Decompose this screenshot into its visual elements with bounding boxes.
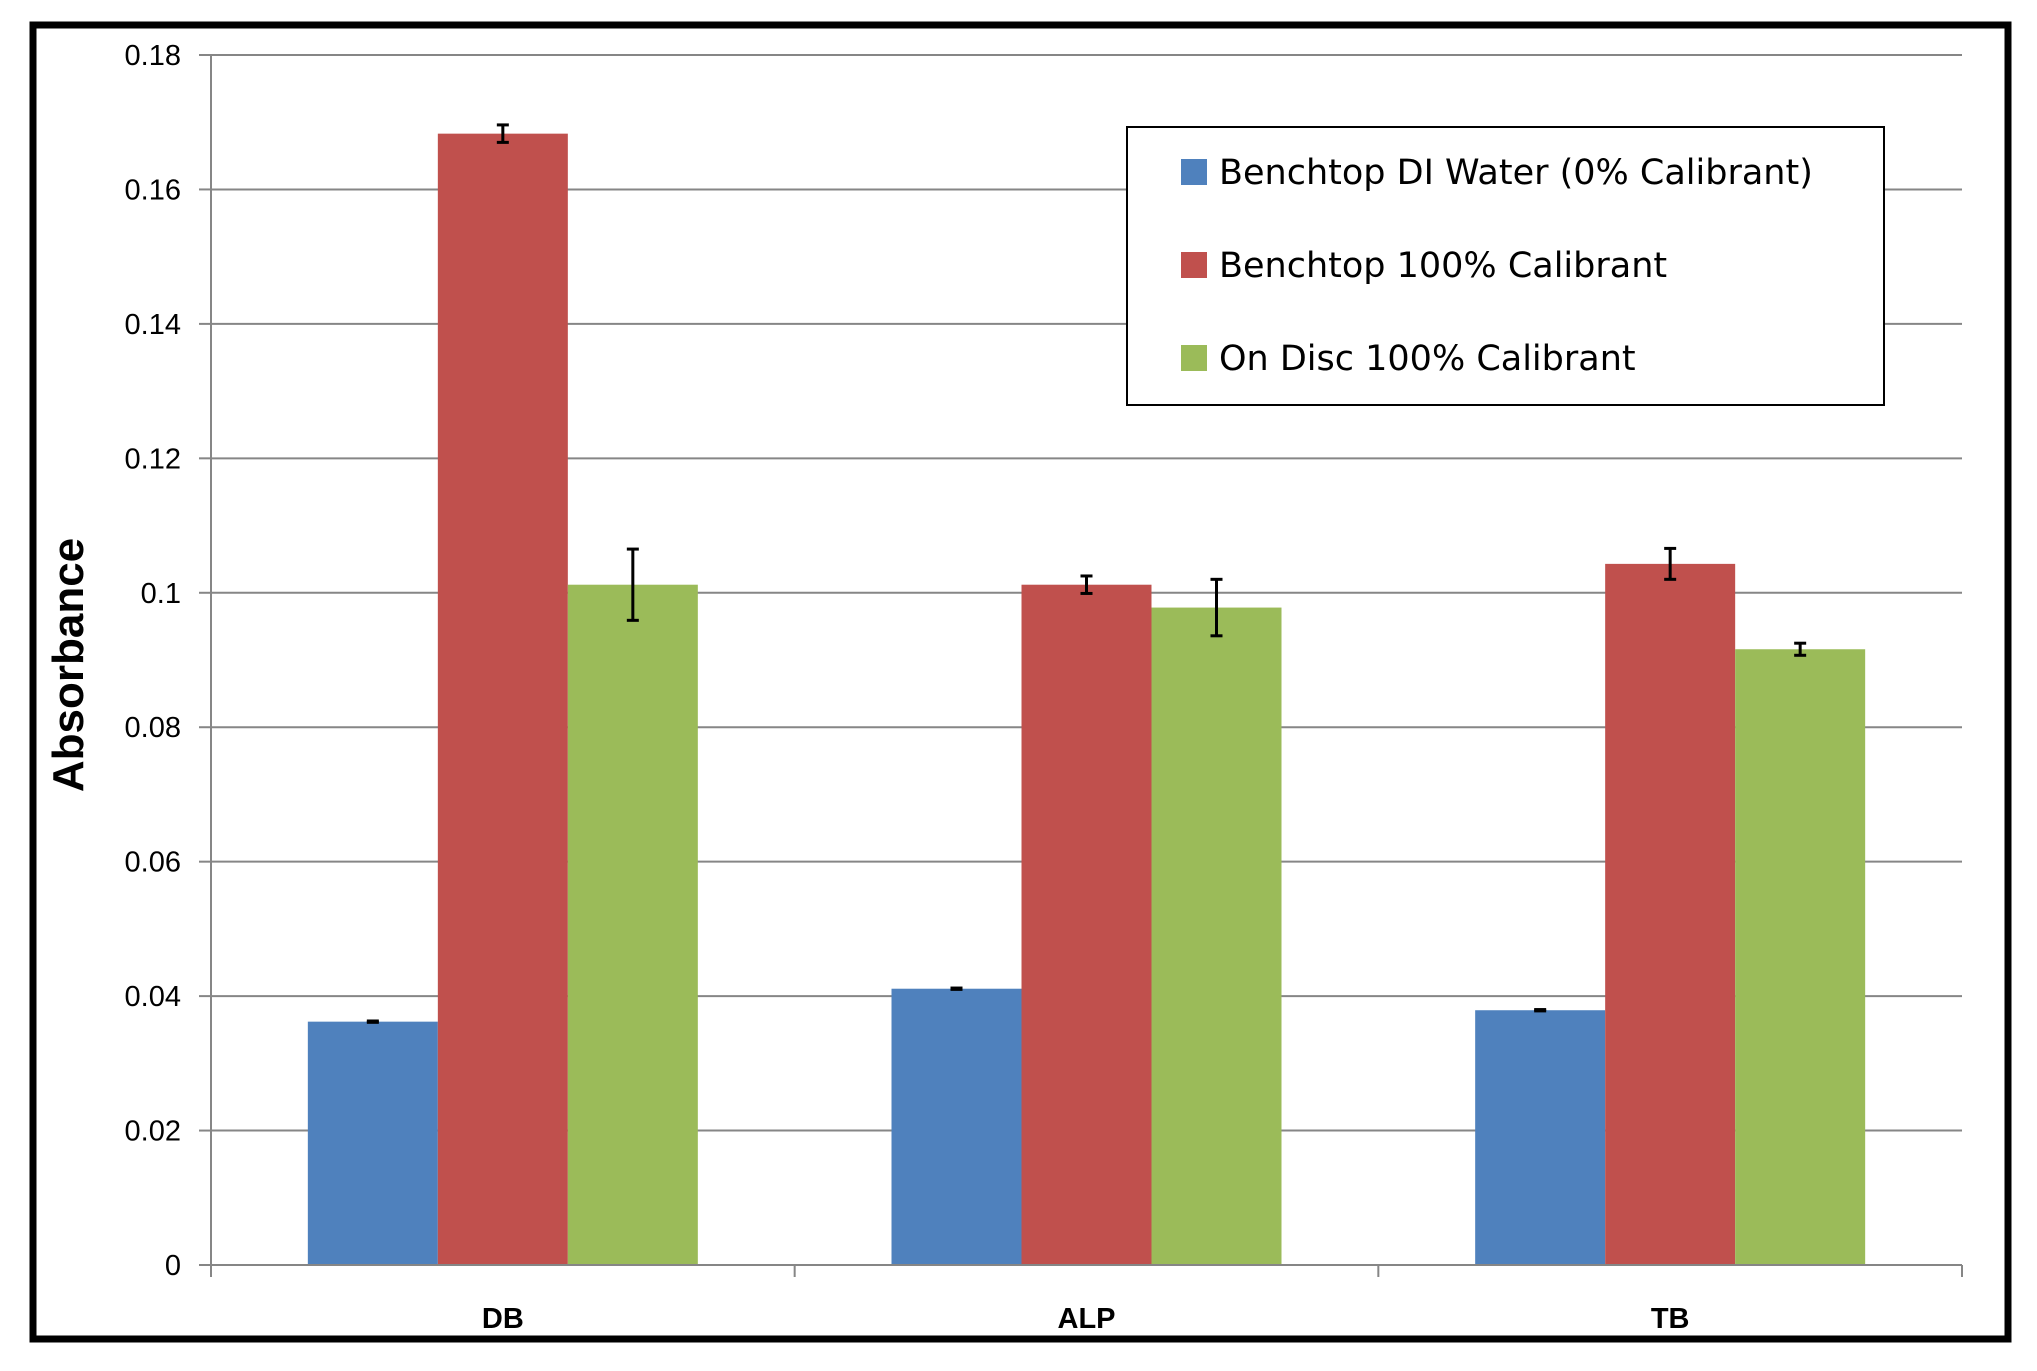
bar-alp-series-1 (891, 988, 1022, 1265)
legend-item: Benchtop DI Water (0% Calibrant) (1181, 153, 1813, 193)
x-tick-label: TB (1651, 1303, 1690, 1335)
y-tick-label: 0.02 (125, 1116, 181, 1148)
error-bar-db-series-2 (496, 123, 509, 144)
bar-db-series-2 (437, 133, 568, 1265)
error-bar-alp-series-3 (1210, 577, 1223, 638)
error-bar-alp-series-1 (950, 986, 963, 991)
error-bar-tb-series-1 (1534, 1008, 1547, 1013)
legend-item: Benchtop 100% Calibrant (1181, 246, 1667, 286)
x-tick-label: ALP (1058, 1303, 1116, 1335)
bar-tb-series-3 (1735, 649, 1866, 1265)
legend-label: On Disc 100% Calibrant (1219, 339, 1636, 379)
y-tick-label: 0.06 (125, 847, 181, 879)
bar-db-series-3 (567, 584, 698, 1265)
y-tick-label: 0 (165, 1250, 181, 1282)
axes (199, 54, 1963, 1277)
bar-tb-series-1 (1475, 1010, 1606, 1265)
y-tick-label: 0.14 (125, 309, 181, 341)
x-tick-label: DB (482, 1303, 524, 1335)
error-bar-db-series-1 (366, 1019, 379, 1024)
y-tick-label: 0.16 (125, 174, 181, 206)
legend-label: Benchtop 100% Calibrant (1219, 246, 1667, 286)
legend-item: On Disc 100% Calibrant (1181, 339, 1636, 379)
legend-swatch (1181, 159, 1207, 185)
bar-db-series-1 (307, 1021, 438, 1265)
legend-label: Benchtop DI Water (0% Calibrant) (1219, 153, 1813, 193)
y-tick-label: 0.04 (125, 981, 181, 1013)
legend-box (1126, 126, 1885, 406)
y-tick-label: 0.1 (141, 578, 181, 610)
bars (307, 133, 1866, 1265)
bar-alp-series-3 (1151, 607, 1282, 1265)
legend: Benchtop DI Water (0% Calibrant) Benchtop… (1126, 126, 1885, 406)
error-bar-tb-series-3 (1794, 641, 1807, 657)
y-tick-label: 0.18 (125, 40, 181, 72)
bar-alp-series-2 (1021, 584, 1152, 1265)
y-tick-label: 0.08 (125, 712, 181, 744)
error-bar-tb-series-2 (1664, 546, 1677, 581)
legend-swatch (1181, 252, 1207, 278)
legend-swatch (1181, 345, 1207, 371)
y-tick-label: 0.12 (125, 443, 181, 475)
tick-labels: 0 0.02 0.04 0.06 0.08 0.1 0.12 0.14 0.16 0.18 DB AL… (125, 40, 1690, 1335)
y-axis-title: Absorbance (44, 538, 93, 792)
error-bar-alp-series-2 (1080, 574, 1093, 595)
error-bar-db-series-3 (626, 547, 639, 622)
error-bars (366, 123, 1807, 1024)
bar-tb-series-2 (1605, 563, 1736, 1265)
